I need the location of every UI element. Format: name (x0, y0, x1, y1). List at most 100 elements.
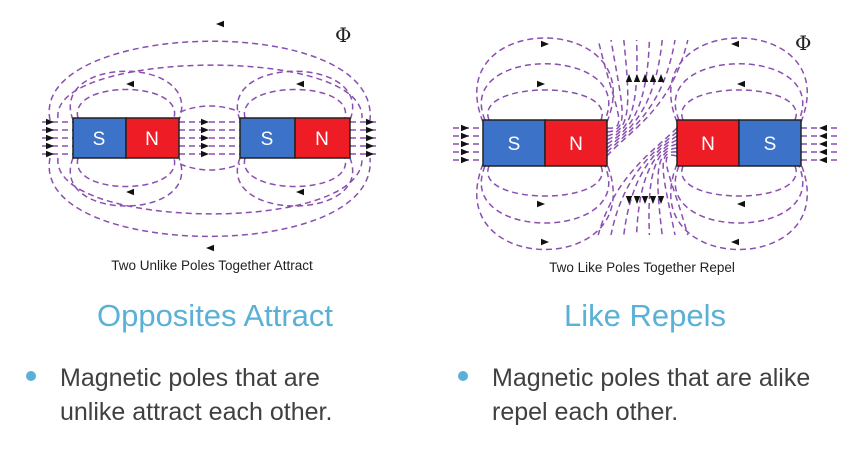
field-arrow-icon (625, 196, 633, 204)
field-arrow-icon (201, 118, 209, 126)
field-arrow-icon (819, 124, 827, 132)
field-line (657, 147, 678, 236)
north-pole (544, 119, 608, 167)
field-arrow-icon (819, 132, 827, 140)
field-arrow-icon (641, 196, 649, 204)
field-arrow-icon (819, 148, 827, 156)
field-arrow-icon (737, 200, 745, 208)
magnet-2: N S (676, 119, 802, 167)
field-line (476, 163, 614, 251)
pole-label-s: S (764, 134, 777, 155)
field-line (487, 89, 603, 121)
like-repels-heading: Like Repels (564, 298, 726, 333)
field-line (665, 154, 689, 236)
attract-bullet-text: Magnetic poles that are unlike attract e… (60, 364, 333, 426)
field-arrow-icon (201, 134, 209, 142)
repel-bullet-text: Magnetic poles that are alike repel each… (492, 364, 811, 426)
field-arrow-icon (541, 238, 549, 246)
field-line (606, 39, 629, 137)
attract-field-svg: S N S N Φ Two Unlike Poles Together Attr… (42, 20, 378, 273)
field-line (606, 39, 623, 133)
field-arrow-icon (366, 134, 374, 142)
diagram-caption: Two Like Poles Together Repel (549, 260, 735, 275)
field-arrow-icon (366, 142, 374, 150)
field-line (648, 143, 678, 236)
field-arrow-icon (461, 156, 469, 164)
field-line (48, 40, 371, 121)
flux-symbol: Φ (335, 23, 351, 47)
field-arrow-icon (46, 118, 54, 126)
field-line (670, 37, 808, 123)
south-pole (482, 119, 546, 167)
south-pole (239, 117, 296, 159)
field-line (606, 39, 638, 141)
field-arrow-icon (657, 74, 665, 82)
field-arrow-icon (206, 244, 214, 252)
magnet-1: S N (72, 117, 180, 159)
field-arrow-icon (731, 40, 739, 48)
field-line (606, 39, 689, 157)
field-arrow-icon (366, 118, 374, 126)
bullet-dot-icon (458, 371, 468, 381)
field-arrows (46, 20, 374, 252)
pole-label-s: S (508, 134, 521, 155)
field-arrow-icon (201, 150, 209, 158)
field-line (69, 70, 183, 121)
field-arrow-icon (537, 80, 545, 88)
field-arrow-icon (201, 142, 209, 150)
field-line (480, 165, 610, 224)
field-arrow-icon (46, 126, 54, 134)
field-line (476, 37, 614, 123)
field-line (681, 165, 797, 197)
field-line (69, 157, 183, 207)
pole-label-n: N (315, 129, 329, 150)
north-pole (294, 117, 351, 159)
field-arrow-icon (649, 74, 657, 82)
bullet-dot-icon (26, 371, 36, 381)
field-arrow-icon (657, 196, 665, 204)
repel-field-svg: S N N S Φ Two Like Poles Together Repel (453, 31, 837, 275)
field-line (236, 157, 354, 207)
field-line (597, 127, 678, 236)
north-pole (125, 117, 180, 159)
south-pole (738, 119, 802, 167)
field-arrow-icon (633, 196, 641, 204)
attract-diagram: S N S N Φ Two Unlike Poles Together Attr… (20, 0, 390, 285)
field-arrow-icon (366, 150, 374, 158)
pole-label-n: N (701, 134, 715, 155)
field-arrow-icon (633, 74, 641, 82)
field-line (76, 88, 176, 119)
field-arrow-icon (366, 126, 374, 134)
south-pole (72, 117, 127, 159)
field-line (670, 163, 808, 251)
field-line (57, 64, 363, 119)
field-arrow-icon (737, 80, 745, 88)
magnet-1: S N (482, 119, 608, 167)
field-line (243, 88, 347, 119)
field-arrow-icon (537, 200, 545, 208)
field-arrow-icon (461, 140, 469, 148)
field-arrow-icon (296, 188, 304, 196)
field-line (623, 135, 678, 236)
north-pole (676, 119, 740, 167)
field-arrow-icon (126, 80, 134, 88)
field-line (243, 157, 347, 188)
field-line (480, 63, 610, 121)
field-arrow-icon (216, 20, 224, 28)
field-line (610, 131, 678, 236)
field-arrow-icon (819, 140, 827, 148)
repel-bullet: Magnetic poles that are alike repel each… (458, 361, 848, 429)
field-line (674, 63, 804, 121)
pole-label-n: N (569, 134, 583, 155)
field-lines (42, 40, 378, 238)
field-arrow-icon (201, 126, 209, 134)
field-arrow-icon (461, 124, 469, 132)
field-line (487, 165, 603, 197)
field-line (597, 39, 620, 129)
field-line (606, 39, 651, 145)
field-arrow-icon (46, 134, 54, 142)
field-arrow-icon (46, 142, 54, 150)
field-arrow-icon (819, 156, 827, 164)
attract-bullet: Magnetic poles that are unlike attract e… (26, 361, 416, 429)
field-arrow-icon (461, 148, 469, 156)
